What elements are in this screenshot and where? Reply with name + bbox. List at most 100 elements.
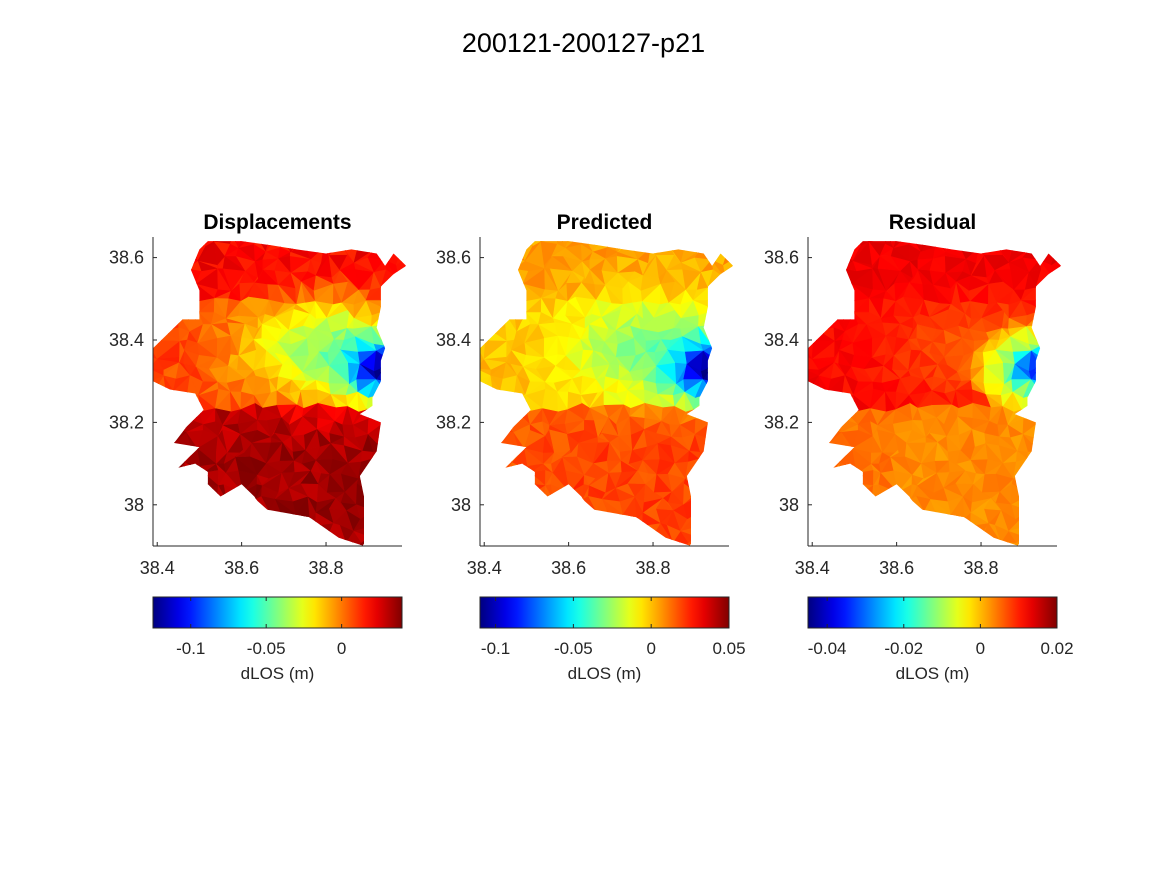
panel-title: Displacements — [203, 211, 351, 234]
y-tick-label: 38.6 — [436, 248, 471, 268]
mesh-triangle — [186, 394, 201, 412]
colorbar-gradient — [807, 596, 1058, 629]
mesh-triangle — [539, 241, 560, 244]
mesh-triangle — [328, 242, 349, 256]
mesh-triangle — [808, 374, 820, 400]
mesh-triangle — [655, 242, 676, 256]
mesh-triangle — [199, 241, 215, 242]
mesh-triangle — [565, 241, 583, 248]
mesh-triangle — [513, 394, 527, 409]
triangulation-mesh — [808, 241, 1062, 546]
mesh-triangle — [287, 513, 305, 529]
x-tick-label: 38.4 — [467, 558, 502, 578]
mesh-triangle — [290, 241, 307, 253]
mesh-triangle — [367, 248, 386, 260]
mesh-triangle — [526, 484, 546, 507]
mesh-triangle — [893, 241, 911, 248]
x-tick-label: 38.8 — [636, 558, 671, 578]
x-tick-label: 38.6 — [551, 558, 586, 578]
mesh-triangle — [970, 522, 990, 544]
y-tick-label: 38 — [124, 495, 144, 515]
mesh-triangle — [854, 241, 870, 242]
x-tick-label: 38.6 — [224, 558, 259, 578]
mesh-triangle — [1050, 248, 1062, 266]
y-tick-label: 38 — [779, 495, 799, 515]
mesh-triangle — [277, 513, 297, 529]
mesh-triangle — [672, 541, 689, 546]
x-tick-label: 38.8 — [964, 558, 999, 578]
colorbar: -0.1 -0.05 0 dLOS (m) — [152, 596, 403, 683]
mesh-triangle — [496, 444, 513, 463]
colorbar-label: dLOS (m) — [241, 664, 315, 683]
colorbar: -0.04 -0.02 0 0.02 dLOS (m) — [807, 596, 1074, 683]
mesh-triangle — [604, 513, 624, 529]
mesh-triangle — [565, 241, 583, 248]
x-tick-label: 38.4 — [795, 558, 830, 578]
mesh-triangle — [496, 459, 513, 479]
mesh-triangle — [931, 513, 952, 529]
panel-title: Residual — [889, 211, 977, 234]
mesh-triangle — [513, 394, 528, 412]
mesh-triangle — [642, 522, 662, 544]
mesh-triangle — [854, 241, 870, 246]
colorbar-tick-label: 0 — [976, 639, 985, 658]
colorbar-gradient — [479, 596, 730, 629]
mesh-triangle — [932, 513, 952, 529]
mesh-triangle — [163, 310, 180, 331]
figure-title: 200121-200127-p21 — [461, 28, 706, 58]
mesh-triangle — [603, 513, 624, 529]
mesh-triangle — [169, 459, 186, 479]
mesh-triangle — [153, 355, 158, 370]
colorbar-tick-label: 0.02 — [1040, 639, 1073, 658]
panel-1: Displacements 38.6 38.4 38.2 38 38.4 38.6 38.8 -… — [109, 211, 407, 683]
mesh-triangle — [480, 355, 485, 370]
mesh-triangle — [614, 513, 632, 529]
y-tick-label: 38.4 — [109, 330, 144, 350]
mesh-triangle — [983, 242, 1004, 256]
colorbar-label: dLOS (m) — [896, 664, 970, 683]
y-tick-label: 38.2 — [109, 412, 144, 432]
mesh-triangle — [526, 241, 542, 246]
colorbar: -0.1 -0.05 0 0.05 dLOS (m) — [479, 596, 746, 683]
mesh-triangle — [617, 241, 634, 253]
colorbar-tick-label: 0.05 — [712, 639, 745, 658]
colorbar-tick-label: -0.04 — [808, 639, 847, 658]
mesh-triangle — [945, 241, 962, 253]
mesh-triangle — [490, 310, 507, 331]
mesh-triangle — [818, 310, 835, 331]
mesh-triangle — [169, 444, 186, 463]
mesh-triangle — [199, 241, 215, 246]
mesh-triangle — [824, 444, 841, 463]
panel-title: Predicted — [557, 211, 653, 234]
mesh-triangle — [212, 241, 233, 244]
y-tick-label: 38.2 — [764, 412, 799, 432]
mesh-triangle — [536, 241, 559, 242]
triangulation-mesh — [153, 241, 407, 546]
mesh-triangle — [854, 484, 874, 507]
colorbar-tick-label: 0 — [646, 639, 655, 658]
mesh-triangle — [829, 416, 843, 433]
mesh-triangle — [864, 241, 887, 242]
mesh-triangle — [174, 416, 188, 433]
colorbar-tick-label: -0.02 — [884, 639, 923, 658]
mesh-triangle — [867, 241, 888, 244]
colorbar-tick-label: -0.05 — [554, 639, 593, 658]
triangulation-mesh — [480, 241, 734, 546]
mesh-triangle — [501, 416, 515, 433]
mesh-triangle — [515, 241, 534, 247]
y-tick-label: 38.4 — [436, 330, 471, 350]
mesh-triangle — [186, 394, 200, 409]
colorbar-tick-label: -0.1 — [481, 639, 510, 658]
x-tick-label: 38.6 — [879, 558, 914, 578]
mesh-triangle — [841, 394, 855, 409]
colorbar-label: dLOS (m) — [568, 664, 642, 683]
mesh-triangle — [526, 241, 542, 242]
y-tick-label: 38.2 — [436, 412, 471, 432]
mesh-triangle — [276, 513, 297, 529]
mesh-triangle — [1000, 541, 1017, 546]
mesh-triangle — [153, 374, 165, 400]
mesh-triangle — [199, 484, 219, 507]
mesh-triangle — [209, 241, 232, 242]
